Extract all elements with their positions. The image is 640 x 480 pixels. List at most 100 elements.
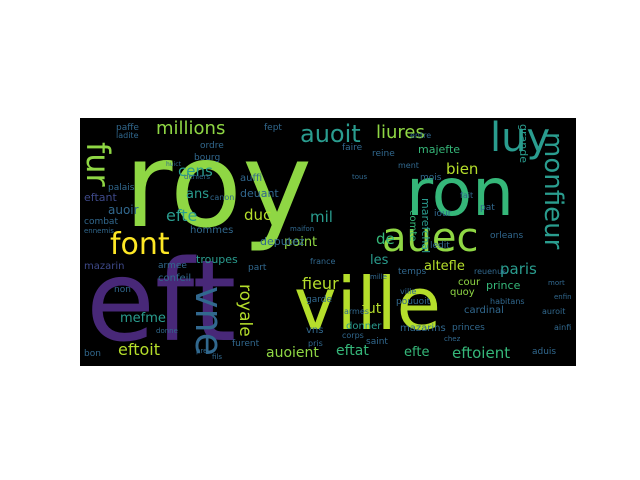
cloud-word-ville-small: ville — [400, 287, 417, 296]
cloud-word-entre: entre — [410, 131, 432, 140]
cloud-word-auffi: auffi — [240, 173, 263, 184]
cloud-word-combat: combat — [84, 217, 118, 227]
cloud-word-mazarins: mazarins — [400, 323, 446, 334]
cloud-word-fait: fait — [460, 191, 474, 200]
cloud-word-pris: pris — [308, 339, 323, 348]
cloud-word-auroit: auroit — [542, 307, 566, 316]
cloud-word-ainfi: ainfi — [554, 323, 572, 332]
cloud-word-mefme: mefme — [120, 311, 166, 326]
cloud-word-point: point — [284, 235, 318, 250]
cloud-word-pat: pat — [480, 203, 495, 213]
cloud-word-habitans: habitans — [490, 297, 525, 306]
cloud-word-auec: auec — [382, 215, 479, 261]
cloud-word-paris: paris — [500, 260, 537, 278]
cloud-word-cour: cour — [458, 277, 481, 288]
cloud-word-ennemis: ennemis — [84, 227, 114, 235]
cloud-word-non: non — [114, 285, 131, 295]
cloud-word-eftoient: eftoient — [452, 344, 511, 362]
cloud-word-hommes: hommes — [190, 225, 234, 236]
cloud-word-fils: fils — [212, 353, 223, 361]
cloud-word-efte-bottom: efte — [404, 345, 430, 360]
cloud-word-saint: saint — [366, 337, 388, 347]
cloud-word-ment: ment — [398, 161, 419, 170]
cloud-word-duc: duc — [244, 206, 272, 224]
cloud-word-marefchal: marefchal — [419, 198, 432, 254]
cloud-word-eftant: eftant — [84, 191, 117, 204]
cloud-word-vne: vne — [187, 286, 231, 356]
cloud-word-france: france — [310, 257, 336, 266]
cloud-word-comte: comte — [407, 210, 418, 242]
cloud-word-reine: reine — [372, 149, 395, 159]
cloud-word-ans: ans — [186, 187, 209, 202]
cloud-word-orleans: orleans — [490, 231, 524, 241]
cloud-word-efte-left: efte — [166, 206, 198, 225]
cloud-word-ordre: ordre — [200, 141, 224, 151]
cloud-word-les: les — [370, 253, 389, 268]
cloud-word-enfin: enfin — [554, 293, 572, 301]
cloud-word-armee: armee — [158, 261, 187, 271]
cloud-word-ladite: ladite — [116, 131, 139, 140]
cloud-word-aduis: aduis — [532, 347, 557, 357]
cloud-word-auoit: auoit — [300, 120, 361, 148]
cloud-word-mois: mois — [420, 173, 442, 183]
cloud-word-luy: luy — [490, 118, 551, 161]
cloud-word-huict: huict — [166, 161, 181, 168]
cloud-word-armes: armes — [344, 307, 369, 316]
cloud-word-vns: vns — [306, 325, 324, 336]
cloud-word-ledit: ledit — [430, 241, 450, 251]
cloud-word-auoir: auoir — [108, 203, 139, 217]
cloud-word-garde: garde — [306, 295, 333, 305]
cloud-word-eft: eft — [86, 237, 237, 366]
cloud-word-tous: tous — [352, 173, 368, 181]
cloud-word-furent: furent — [232, 339, 260, 349]
cloud-word-part: part — [248, 263, 267, 273]
cloud-word-paffe: paffe — [116, 123, 139, 133]
cloud-word-iour: iour — [434, 209, 452, 219]
cloud-word-temps: temps — [398, 267, 427, 277]
cloud-word-liures: liures — [376, 122, 425, 143]
cloud-word-ville: ville — [294, 262, 441, 346]
cloud-word-fut: fut — [362, 301, 382, 317]
cloud-word-donner: donner — [346, 321, 382, 332]
cloud-word-reuenus: reuenus — [474, 267, 507, 276]
cloud-word-donne: donne — [156, 327, 178, 335]
cloud-word-troupes: troupes — [196, 253, 238, 266]
cloud-word-fept: fept — [264, 123, 282, 133]
cloud-word-roy: roy — [124, 118, 312, 254]
cloud-word-fieur: fieur — [302, 274, 339, 293]
cloud-word-altefle: altefle — [424, 259, 465, 274]
cloud-word-monfieur: monfieur — [538, 132, 568, 250]
cloud-word-mil: mil — [310, 208, 333, 226]
cloud-word-mille: mille — [370, 273, 387, 281]
cloud-word-mazarin: mazarin — [84, 261, 125, 272]
cloud-word-millions: millions — [156, 118, 226, 139]
cloud-word-pouuoit: pouuoit — [396, 297, 431, 307]
cloud-word-auoient: auoient — [266, 345, 319, 361]
cloud-word-bourg: bourg — [194, 153, 221, 163]
cloud-word-ron: ron — [406, 154, 514, 231]
cloud-word-cardinal: cardinal — [464, 305, 504, 316]
cloud-word-palais: palais — [108, 183, 135, 193]
cloud-word-princes: princes — [452, 323, 485, 333]
cloud-word-confeil: confeil — [158, 273, 192, 284]
cloud-word-pre: pre — [196, 347, 208, 355]
cloud-word-maifon: maifon — [290, 225, 315, 233]
cloud-word-quoy: quoy — [450, 287, 475, 298]
cloud-word-canon: canon — [210, 193, 235, 202]
cloud-word-faire: faire — [342, 143, 363, 153]
cloud-word-font: font — [110, 227, 170, 262]
cloud-word-de: de — [376, 230, 395, 248]
cloud-word-bon: bon — [84, 349, 101, 359]
cloud-word-deputez: deputez — [260, 235, 305, 248]
cloud-word-royale: royale — [235, 284, 255, 337]
cloud-word-eftoit: eftoit — [118, 340, 160, 359]
word-cloud: roy eft ville ron auec luy vne font fur … — [80, 118, 576, 366]
cloud-word-grande: grande — [517, 124, 530, 163]
cloud-word-deuant: deuant — [240, 187, 279, 200]
cloud-word-corps: corps — [342, 331, 364, 340]
cloud-word-chez: chez — [444, 335, 461, 343]
cloud-word-deniers: deniers — [184, 173, 210, 181]
cloud-word-eftat: eftat — [336, 343, 369, 359]
cloud-word-prince: prince — [486, 279, 521, 292]
cloud-word-cens: cens — [178, 162, 213, 180]
